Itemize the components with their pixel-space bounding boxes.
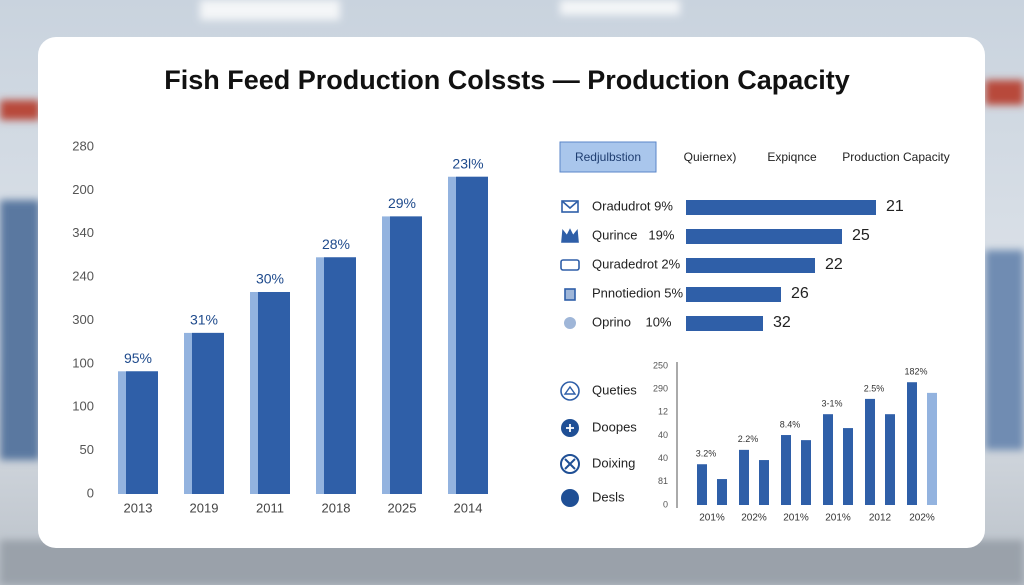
row-label: Quradedrot 2% bbox=[592, 256, 681, 271]
tab-label: Redjulbstion bbox=[575, 150, 641, 164]
x-tick-label: 2014 bbox=[454, 500, 483, 515]
tab-label: Production Capacity bbox=[842, 150, 949, 164]
y-tick-label: 40 bbox=[658, 453, 668, 463]
y-tick-label: 300 bbox=[72, 312, 94, 327]
bar bbox=[456, 176, 488, 494]
y-tick-label: 250 bbox=[653, 360, 668, 370]
x-tick-label: 201% bbox=[783, 513, 809, 524]
bar bbox=[258, 291, 290, 494]
bar-annotation: 30% bbox=[256, 271, 284, 287]
x-tick-label: 2018 bbox=[322, 500, 351, 515]
x-tick-label: 202% bbox=[909, 513, 935, 524]
bar bbox=[192, 332, 224, 494]
end-label: 26 bbox=[791, 285, 809, 302]
bar-annotation: 3.2% bbox=[696, 449, 717, 459]
legend-label: Doixing bbox=[592, 455, 635, 470]
y-tick-label: 240 bbox=[72, 269, 94, 284]
hbar bbox=[686, 287, 781, 302]
bar bbox=[843, 428, 853, 505]
y-tick-label: 0 bbox=[663, 499, 668, 509]
end-label: 32 bbox=[773, 314, 791, 331]
hbar bbox=[686, 258, 815, 273]
y-tick-label: 100 bbox=[72, 399, 94, 414]
bar bbox=[907, 382, 917, 505]
y-tick-label: 100 bbox=[72, 355, 94, 370]
bar-annotation: 8.4% bbox=[780, 419, 801, 429]
x-tick-label: 201% bbox=[699, 513, 725, 524]
x-tick-label: 2013 bbox=[124, 500, 153, 515]
bar bbox=[697, 464, 707, 505]
bar bbox=[717, 479, 727, 505]
bar bbox=[126, 371, 158, 494]
bar bbox=[390, 216, 422, 494]
bar bbox=[865, 398, 875, 505]
bar-annotation: 29% bbox=[388, 195, 416, 211]
y-tick-label: 12 bbox=[658, 407, 668, 417]
bar bbox=[927, 392, 937, 505]
y-tick-label: 81 bbox=[658, 476, 668, 486]
x-tick-label: 201% bbox=[825, 513, 851, 524]
y-tick-label: 50 bbox=[80, 442, 94, 457]
page-title: Fish Feed Production Colssts — Productio… bbox=[164, 65, 850, 95]
row-label: Qurince 19% bbox=[592, 227, 675, 242]
row-label: Oradudrot 9% bbox=[592, 198, 673, 213]
x-tick-label: 2012 bbox=[869, 513, 892, 524]
bar bbox=[823, 414, 833, 505]
bar-annotation: 28% bbox=[322, 236, 350, 252]
x-tick-label: 2025 bbox=[388, 500, 417, 515]
card bbox=[38, 37, 985, 548]
end-label: 21 bbox=[886, 198, 904, 215]
hbar bbox=[686, 229, 842, 244]
y-tick-label: 280 bbox=[72, 138, 94, 153]
row-label: Oprino 10% bbox=[592, 314, 672, 329]
bar-annotation: 182% bbox=[904, 367, 927, 377]
end-label: 22 bbox=[825, 256, 843, 273]
legend-label: Queties bbox=[592, 382, 637, 397]
tab-label: Quiernex) bbox=[684, 150, 737, 164]
x-tick-label: 202% bbox=[741, 513, 767, 524]
bar-annotation: 31% bbox=[190, 312, 218, 328]
bar bbox=[759, 460, 769, 505]
y-tick-label: 290 bbox=[653, 384, 668, 394]
legend-icons bbox=[560, 381, 580, 507]
bar-annotation: 3-1% bbox=[821, 399, 842, 409]
legend-label: Doopes bbox=[592, 419, 637, 434]
bar-annotation: 2.5% bbox=[864, 383, 885, 393]
bar bbox=[885, 414, 895, 505]
y-tick-label: 40 bbox=[658, 430, 668, 440]
bar bbox=[781, 435, 791, 505]
bar bbox=[739, 449, 749, 505]
y-tick-label: 0 bbox=[87, 485, 94, 500]
y-tick-label: 340 bbox=[72, 225, 94, 240]
bar-annotation: 2.2% bbox=[738, 434, 759, 444]
legend-label: Desls bbox=[592, 489, 625, 504]
tab-active-bg[interactable] bbox=[559, 141, 657, 173]
bar-annotation: 23l% bbox=[452, 155, 483, 171]
y-tick-label: 200 bbox=[72, 182, 94, 197]
bar bbox=[801, 440, 811, 505]
row-label: Pnnotiedion 5% bbox=[592, 285, 684, 300]
row-icons bbox=[560, 200, 580, 329]
tab-label: Expiqnce bbox=[767, 150, 817, 164]
hbar bbox=[686, 200, 876, 215]
x-tick-label: 2019 bbox=[190, 500, 219, 515]
hbar bbox=[686, 316, 763, 331]
bar-annotation: 95% bbox=[124, 350, 152, 366]
end-label: 25 bbox=[852, 227, 870, 244]
x-tick-label: 2011 bbox=[256, 500, 284, 515]
bar bbox=[324, 257, 356, 494]
